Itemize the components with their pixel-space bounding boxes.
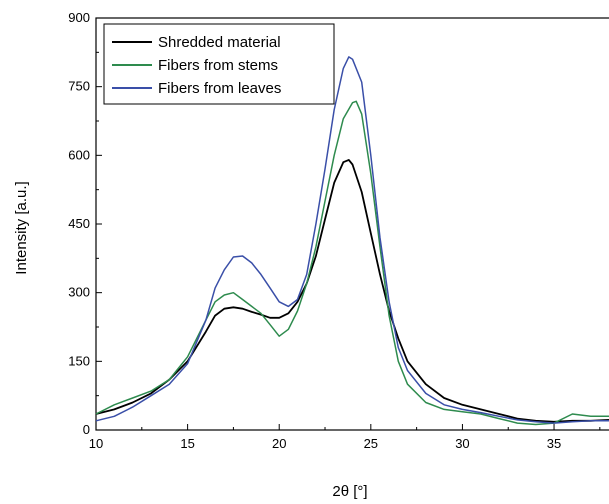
legend: Shredded material Fibers from stems Fibers… (103, 23, 335, 105)
legend-label: Shredded material (158, 34, 281, 51)
y-tick-label: 150 (68, 353, 90, 368)
y-tick-label: 300 (68, 285, 90, 300)
series-line-2 (95, 56, 609, 424)
y-axis-label: Intensity [a.u.] (13, 181, 30, 274)
x-tick-label: 20 (272, 436, 286, 451)
y-tick-label: 600 (68, 147, 90, 162)
y-tick-label: 0 (83, 422, 90, 437)
y-tick-label: 450 (68, 216, 90, 231)
y-axis-ticks: 0 150 300 450 600 750 900 (68, 10, 102, 437)
series-line-0 (95, 158, 609, 423)
x-tick-label: 15 (180, 436, 194, 451)
x-axis-label: 2θ [°] (332, 483, 367, 500)
series-line-1 (95, 100, 609, 426)
legend-label: Fibers from stems (158, 57, 278, 74)
series-layer (95, 56, 609, 426)
y-tick-label: 900 (68, 10, 90, 25)
x-tick-label: 30 (455, 436, 469, 451)
x-tick-label: 35 (547, 436, 561, 451)
x-axis-ticks: 10 15 20 25 30 35 (89, 424, 601, 451)
x-tick-label: 10 (89, 436, 103, 451)
legend-label: Fibers from leaves (158, 80, 281, 97)
y-tick-label: 750 (68, 79, 90, 94)
x-tick-label: 25 (364, 436, 378, 451)
